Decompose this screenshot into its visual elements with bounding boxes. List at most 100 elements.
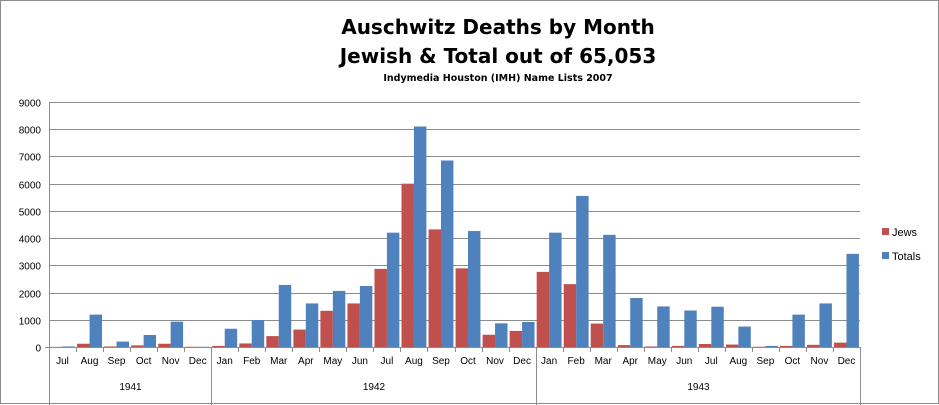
bar-jews: [483, 335, 495, 347]
bar-totals: [603, 235, 615, 347]
bar-totals: [414, 127, 426, 348]
bar-jews: [780, 346, 792, 347]
y-tick-label: 3000: [19, 262, 42, 273]
bar-totals: [279, 285, 291, 347]
bar-totals: [657, 306, 669, 347]
legend-label-totals: Totals: [892, 251, 921, 263]
x-tick-label: Dec: [838, 356, 856, 367]
x-tick-label: Feb: [568, 356, 586, 367]
bar-jews: [537, 272, 549, 347]
x-tick-label: Sep: [432, 356, 450, 367]
bar-jews: [510, 331, 522, 347]
x-tick-label: Aug: [81, 356, 99, 367]
bar-totals: [441, 161, 453, 347]
bar-jews: [131, 345, 143, 347]
bar-totals: [549, 233, 561, 347]
x-tick-label: Oct: [785, 356, 801, 367]
x-tick-label: Dec: [189, 356, 207, 367]
bar-jews: [347, 303, 359, 347]
legend: Jews Totals: [882, 227, 921, 263]
bar-jews: [726, 345, 738, 347]
bar-jews: [456, 268, 468, 347]
x-tick-label: Jan: [217, 356, 233, 367]
y-tick-label: 6000: [19, 181, 42, 192]
bar-jews: [212, 346, 224, 347]
y-tick-label: 8000: [19, 126, 42, 137]
bar-jews: [834, 343, 846, 347]
year-label: 1943: [687, 382, 710, 393]
bar-totals: [387, 233, 399, 347]
y-tick-label: 1000: [19, 317, 42, 328]
bar-jews: [320, 311, 332, 347]
legend-swatch-jews: [882, 228, 889, 235]
bar-jews: [266, 336, 278, 347]
bar-totals: [144, 335, 156, 347]
x-tick-label: Nov: [486, 356, 504, 367]
x-tick-label: Aug: [729, 356, 747, 367]
x-tick-label: Mar: [270, 356, 288, 367]
x-tick-label: Apr: [622, 356, 638, 367]
bar-totals: [468, 231, 480, 347]
y-tick-label: 7000: [19, 153, 42, 164]
chart-subtitle: Indymedia Houston (IMH) Name Lists 2007: [383, 73, 612, 84]
bar-totals: [819, 303, 831, 347]
year-label: 1942: [363, 382, 386, 393]
x-tick-label: Nov: [162, 356, 180, 367]
bar-jews: [239, 343, 251, 347]
bar-jews: [293, 330, 305, 347]
bar-jews: [429, 229, 441, 347]
bar-totals: [495, 323, 507, 347]
year-label: 1941: [119, 382, 142, 393]
y-tick-label: 5000: [19, 208, 42, 219]
x-tick-label: Jul: [705, 356, 718, 367]
bar-jews: [618, 345, 630, 347]
bar-jews: [672, 346, 684, 347]
x-tick-label: Sep: [108, 356, 126, 367]
x-tick-label: Oct: [460, 356, 476, 367]
x-tick-label: Apr: [298, 356, 314, 367]
chart-title: Auschwitz Deaths by Month: [341, 15, 655, 39]
chart-title-line2: Jewish & Total out of 65,053: [338, 44, 657, 68]
bar-totals: [576, 196, 588, 347]
bar-totals: [738, 327, 750, 347]
bar-jews: [699, 344, 711, 347]
bar-totals: [846, 254, 858, 347]
x-tick-label: Aug: [405, 356, 423, 367]
bar-totals: [63, 346, 75, 347]
legend-swatch-totals: [882, 252, 889, 259]
x-tick-label: May: [323, 356, 342, 367]
bar-totals: [90, 315, 102, 347]
bar-totals: [684, 311, 696, 347]
x-tick-label: May: [648, 356, 667, 367]
x-tick-label: Dec: [513, 356, 531, 367]
bar-totals: [306, 303, 318, 347]
bar-totals: [333, 291, 345, 347]
bar-totals: [360, 286, 372, 347]
bar-jews: [402, 184, 414, 347]
x-tick-label: Sep: [756, 356, 774, 367]
bar-totals: [630, 298, 642, 347]
bar-jews: [807, 345, 819, 347]
y-tick-label: 4000: [19, 235, 42, 246]
bar-totals: [522, 322, 534, 347]
bar-totals: [792, 315, 804, 347]
x-tick-label: Mar: [595, 356, 613, 367]
bar-jews: [374, 269, 386, 347]
bar-totals: [117, 342, 129, 347]
bar-totals: [252, 320, 264, 347]
x-tick-label: Nov: [811, 356, 829, 367]
bar-totals: [765, 346, 777, 347]
grid-lines: [49, 103, 860, 321]
y-tick-label: 0: [35, 344, 41, 355]
bar-totals: [711, 307, 723, 347]
bars: [50, 127, 859, 348]
bar-jews: [645, 346, 657, 347]
bar-totals: [225, 329, 237, 347]
legend-label-jews: Jews: [892, 227, 918, 239]
bar-jews: [591, 324, 603, 347]
x-tick-label: Feb: [243, 356, 261, 367]
x-tick-label: Jul: [56, 356, 69, 367]
bar-jews: [564, 284, 576, 347]
